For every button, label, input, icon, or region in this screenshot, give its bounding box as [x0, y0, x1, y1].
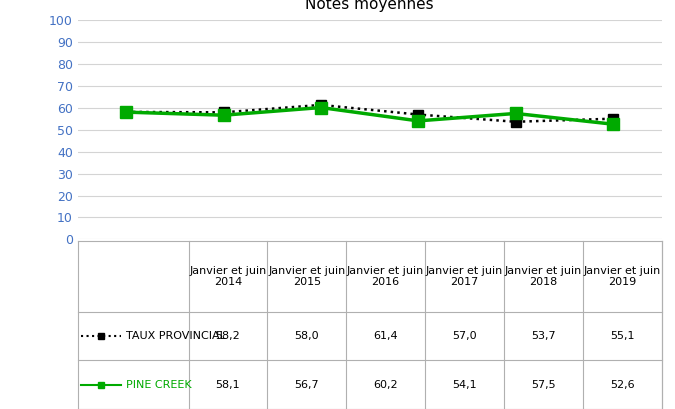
- Text: Janvier et juin
2014: Janvier et juin 2014: [190, 266, 267, 288]
- Text: 60,2: 60,2: [373, 380, 398, 390]
- Title: Tests provinciaux de la 12ᵉ année - Mathématiques au quotidien
Notes moyennes: Tests provinciaux de la 12ᵉ année - Math…: [124, 0, 616, 12]
- Text: 52,6: 52,6: [610, 380, 634, 390]
- Text: 57,5: 57,5: [531, 380, 556, 390]
- Text: 57,0: 57,0: [452, 331, 477, 341]
- Text: 58,1: 58,1: [215, 380, 240, 390]
- Text: Janvier et juin
2019: Janvier et juin 2019: [583, 266, 661, 288]
- Text: Janvier et juin
2016: Janvier et juin 2016: [347, 266, 425, 288]
- Text: Janvier et juin
2015: Janvier et juin 2015: [268, 266, 346, 288]
- Text: PINE CREEK: PINE CREEK: [126, 380, 192, 390]
- Text: 56,7: 56,7: [294, 380, 319, 390]
- Text: Janvier et juin
2018: Janvier et juin 2018: [505, 266, 582, 288]
- Text: 61,4: 61,4: [373, 331, 398, 341]
- Text: 53,7: 53,7: [531, 331, 556, 341]
- Text: 58,0: 58,0: [294, 331, 319, 341]
- Text: 54,1: 54,1: [452, 380, 477, 390]
- Text: 58,2: 58,2: [215, 331, 240, 341]
- Text: Janvier et juin
2017: Janvier et juin 2017: [426, 266, 503, 288]
- Text: TAUX PROVINCIAL: TAUX PROVINCIAL: [126, 331, 226, 341]
- Text: 55,1: 55,1: [610, 331, 634, 341]
